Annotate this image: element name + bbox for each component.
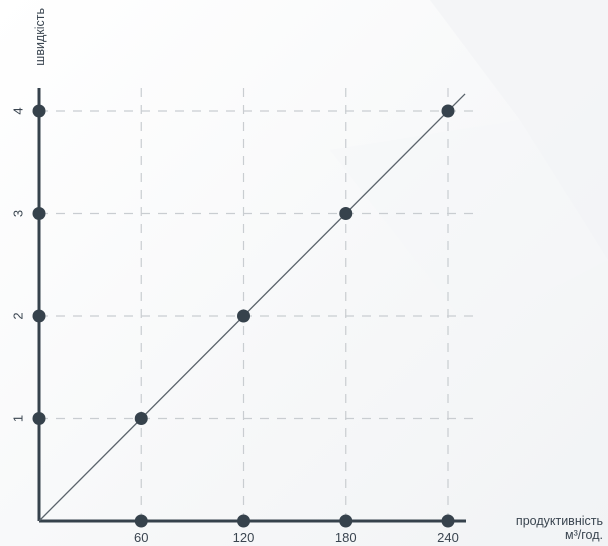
y-axis-marker bbox=[32, 412, 46, 425]
y-tick-label: 2 bbox=[11, 312, 26, 319]
x-tick-label: 60 bbox=[134, 530, 148, 545]
data-point bbox=[134, 412, 148, 425]
data-point bbox=[339, 207, 353, 220]
x-axis-unit-label: м³/год. bbox=[565, 528, 603, 542]
y-tick-label: 3 bbox=[11, 210, 26, 217]
x-tick-label: 240 bbox=[437, 530, 459, 545]
data-points bbox=[134, 104, 455, 425]
y-axis-label: швидкість bbox=[33, 8, 47, 66]
x-axis-marker bbox=[339, 514, 353, 528]
tick-labels: 60 120 180 240 1 2 3 4 bbox=[11, 107, 459, 545]
x-axis-marker bbox=[441, 514, 455, 528]
y-axis-marker bbox=[32, 104, 46, 118]
y-tick-label: 1 bbox=[11, 415, 26, 422]
grid-lines bbox=[39, 88, 478, 521]
y-axis-marker bbox=[32, 309, 46, 323]
y-axis-marker bbox=[32, 207, 46, 220]
data-point bbox=[237, 309, 250, 323]
x-axis-marker bbox=[134, 514, 148, 528]
y-tick-label: 4 bbox=[11, 107, 26, 114]
series-line bbox=[38, 93, 466, 522]
data-point bbox=[441, 104, 455, 118]
x-tick-label: 120 bbox=[233, 530, 255, 545]
x-axis-label: продуктивність bbox=[516, 514, 603, 528]
x-tick-label: 180 bbox=[335, 530, 357, 545]
axis-tick-markers bbox=[32, 104, 455, 528]
x-axis-marker bbox=[237, 514, 250, 528]
